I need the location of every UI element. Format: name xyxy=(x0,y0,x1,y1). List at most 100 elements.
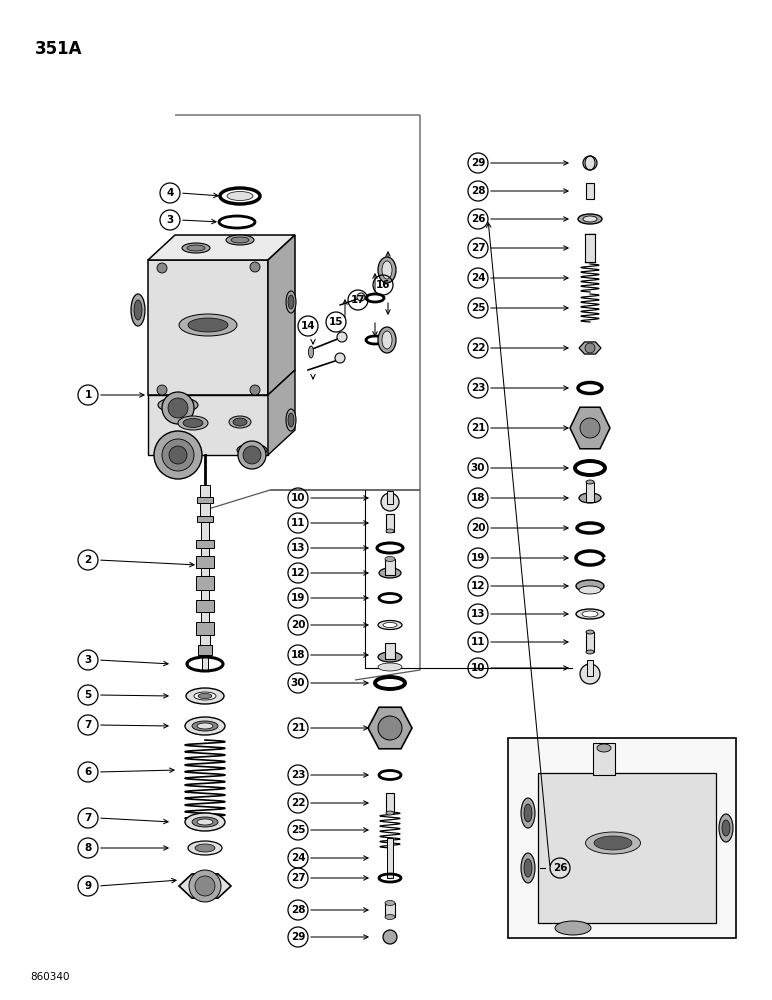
Circle shape xyxy=(157,263,167,273)
Ellipse shape xyxy=(582,611,598,617)
Ellipse shape xyxy=(382,261,392,279)
Ellipse shape xyxy=(134,300,142,320)
Ellipse shape xyxy=(195,844,215,852)
Text: 8: 8 xyxy=(84,843,92,853)
Text: 23: 23 xyxy=(471,383,486,393)
Circle shape xyxy=(195,876,215,896)
Circle shape xyxy=(585,343,595,353)
Text: 5: 5 xyxy=(84,690,92,700)
Text: 2: 2 xyxy=(84,555,92,565)
Ellipse shape xyxy=(237,444,267,456)
Circle shape xyxy=(162,392,194,424)
Text: 29: 29 xyxy=(291,932,305,942)
Polygon shape xyxy=(268,370,295,455)
Ellipse shape xyxy=(309,346,313,358)
Ellipse shape xyxy=(194,692,216,700)
Ellipse shape xyxy=(722,820,730,836)
Ellipse shape xyxy=(597,744,611,752)
Text: 16: 16 xyxy=(376,280,391,290)
Bar xyxy=(585,234,595,262)
Ellipse shape xyxy=(385,556,395,562)
Text: 30: 30 xyxy=(291,678,305,688)
Text: 22: 22 xyxy=(291,798,305,808)
Ellipse shape xyxy=(185,717,225,735)
Ellipse shape xyxy=(378,257,396,283)
Text: 7: 7 xyxy=(84,720,92,730)
Text: 7: 7 xyxy=(84,813,92,823)
Bar xyxy=(508,738,736,938)
Ellipse shape xyxy=(158,397,198,412)
Ellipse shape xyxy=(386,811,394,815)
Bar xyxy=(587,660,593,676)
Text: 11: 11 xyxy=(291,518,305,528)
Ellipse shape xyxy=(521,798,535,828)
Ellipse shape xyxy=(578,214,602,224)
Polygon shape xyxy=(148,260,268,395)
Text: 3: 3 xyxy=(84,655,92,665)
Circle shape xyxy=(162,439,194,471)
Bar xyxy=(386,793,394,813)
Ellipse shape xyxy=(131,294,145,326)
Circle shape xyxy=(238,441,266,469)
Circle shape xyxy=(583,156,597,170)
Ellipse shape xyxy=(579,493,601,503)
Ellipse shape xyxy=(231,237,249,243)
Bar xyxy=(200,635,210,645)
Text: 30: 30 xyxy=(471,463,486,473)
Text: 28: 28 xyxy=(471,186,486,196)
Ellipse shape xyxy=(524,804,532,822)
Text: 27: 27 xyxy=(471,243,486,253)
Ellipse shape xyxy=(576,580,604,592)
Polygon shape xyxy=(579,342,601,354)
Bar xyxy=(197,497,213,503)
Bar xyxy=(201,568,209,576)
Circle shape xyxy=(243,446,261,464)
Bar xyxy=(385,643,395,659)
Ellipse shape xyxy=(192,721,218,731)
Polygon shape xyxy=(268,235,295,395)
Text: 25: 25 xyxy=(291,825,305,835)
Ellipse shape xyxy=(198,694,212,698)
Circle shape xyxy=(357,293,365,301)
Text: 21: 21 xyxy=(471,423,486,433)
Text: 23: 23 xyxy=(291,770,305,780)
Text: 10: 10 xyxy=(471,663,486,673)
Ellipse shape xyxy=(183,418,203,428)
Bar xyxy=(586,482,594,502)
Text: 11: 11 xyxy=(471,637,486,647)
Text: 14: 14 xyxy=(300,321,315,331)
Bar xyxy=(201,522,209,540)
Text: 13: 13 xyxy=(471,609,486,619)
Bar xyxy=(196,556,214,568)
Ellipse shape xyxy=(178,416,208,430)
Ellipse shape xyxy=(585,832,641,854)
Text: 4: 4 xyxy=(166,188,174,198)
Bar xyxy=(386,514,394,532)
Ellipse shape xyxy=(576,609,604,619)
Text: 15: 15 xyxy=(329,317,344,327)
Text: 18: 18 xyxy=(291,650,305,660)
Ellipse shape xyxy=(187,245,205,251)
Text: 20: 20 xyxy=(471,523,486,533)
Text: 29: 29 xyxy=(471,158,485,168)
Ellipse shape xyxy=(182,243,210,253)
Text: 6: 6 xyxy=(84,767,92,777)
Ellipse shape xyxy=(286,291,296,313)
Ellipse shape xyxy=(185,813,225,831)
Circle shape xyxy=(250,262,260,272)
Ellipse shape xyxy=(197,723,213,729)
Text: 21: 21 xyxy=(291,723,305,733)
Bar xyxy=(593,743,615,775)
Bar xyxy=(387,838,393,878)
Ellipse shape xyxy=(524,859,532,877)
Text: 860340: 860340 xyxy=(30,972,69,982)
Ellipse shape xyxy=(378,663,402,671)
Ellipse shape xyxy=(378,652,402,662)
Ellipse shape xyxy=(186,688,224,704)
Text: 28: 28 xyxy=(291,905,305,915)
Bar xyxy=(197,516,213,522)
Text: 1: 1 xyxy=(84,390,92,400)
Bar xyxy=(201,548,209,556)
Polygon shape xyxy=(179,874,231,898)
Circle shape xyxy=(169,446,187,464)
